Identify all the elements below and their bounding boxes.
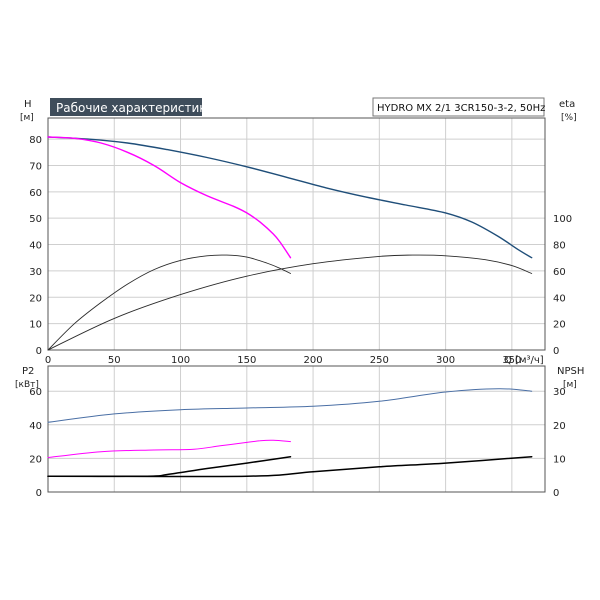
series-line-h_two_pumps [47,136,533,259]
series-line-p2_one_pump [47,439,291,459]
y-right-tick-label: 100 [553,214,572,225]
title-box [50,98,202,116]
x-tick-label: 250 [370,355,389,366]
y-right-unit: [%] [561,113,577,123]
model-label: HYDRO MX 2/1 3CR150-3-2, 50Hz [377,103,545,114]
y-left-tick-label: 30 [29,267,42,278]
y-right-tick-label: 20 [553,421,566,432]
x-tick-label: 300 [436,355,455,366]
y-left-label-bottom: P2 [22,366,34,377]
y-right-tick-label: 20 [553,320,566,331]
series-line-p2_two_pumps [47,388,533,423]
y-right-label: eta [559,99,575,110]
series-line-h_one_pump [47,136,292,259]
head-efficiency-panel: 0 10 20 30 40 50 60 70 80 0 20 40 60 80 100 0 50 100 150 20… [29,117,572,366]
power-npsh-panel: 0 20 40 60 0 10 20 30 [29,365,566,499]
y-left-tick-label: 40 [29,421,42,432]
x-tick-label: 100 [171,355,190,366]
model-box [372,97,545,117]
plot-frame [47,117,546,351]
y-right-tick-label: 60 [553,267,566,278]
x-tick-label: 150 [237,355,256,366]
chart-title: Рабочие характеристики [56,101,214,115]
series-line-npsh_two_pumps [47,455,533,478]
x-axis-label: Q [м³/ч] [504,355,544,366]
x-tick-label: 50 [108,355,121,366]
series-line-npsh_one_pump [47,455,292,478]
y-left-tick-label: 60 [29,188,42,199]
x-tick-label: 200 [304,355,323,366]
y-right-tick-label: 40 [553,293,566,304]
y-right-unit-bottom: [м] [563,380,577,390]
y-left-tick-label: 80 [29,135,42,146]
series-line-eta_two_pumps [47,254,533,351]
y-right-tick-label: 0 [553,488,559,499]
y-right-tick-label: 10 [553,454,566,465]
y-right-tick-label: 30 [553,387,566,398]
y-left-tick-label: 0 [36,488,42,499]
y-left-unit: [м] [20,113,34,123]
y-right-label-bottom: NPSH [557,366,584,377]
y-left-tick-label: 20 [29,293,42,304]
y-right-tick-label: 80 [553,241,566,252]
y-left-tick-label: 40 [29,241,42,252]
series-line-eta_one_pump [47,254,291,351]
plot-frame [47,365,546,493]
x-tick-label: 0 [45,355,51,366]
y-left-tick-label: 50 [29,214,42,225]
y-left-tick-label: 60 [29,387,42,398]
y-left-tick-label: 10 [29,320,42,331]
y-right-tick-label: 0 [553,346,559,357]
x-tick-label: 350 [502,355,521,366]
y-left-label: H [24,99,32,110]
y-left-tick-label: 70 [29,161,42,172]
y-left-unit-bottom: [кВт] [15,380,39,390]
y-left-tick-label: 20 [29,454,42,465]
y-left-tick-label: 0 [36,346,42,357]
